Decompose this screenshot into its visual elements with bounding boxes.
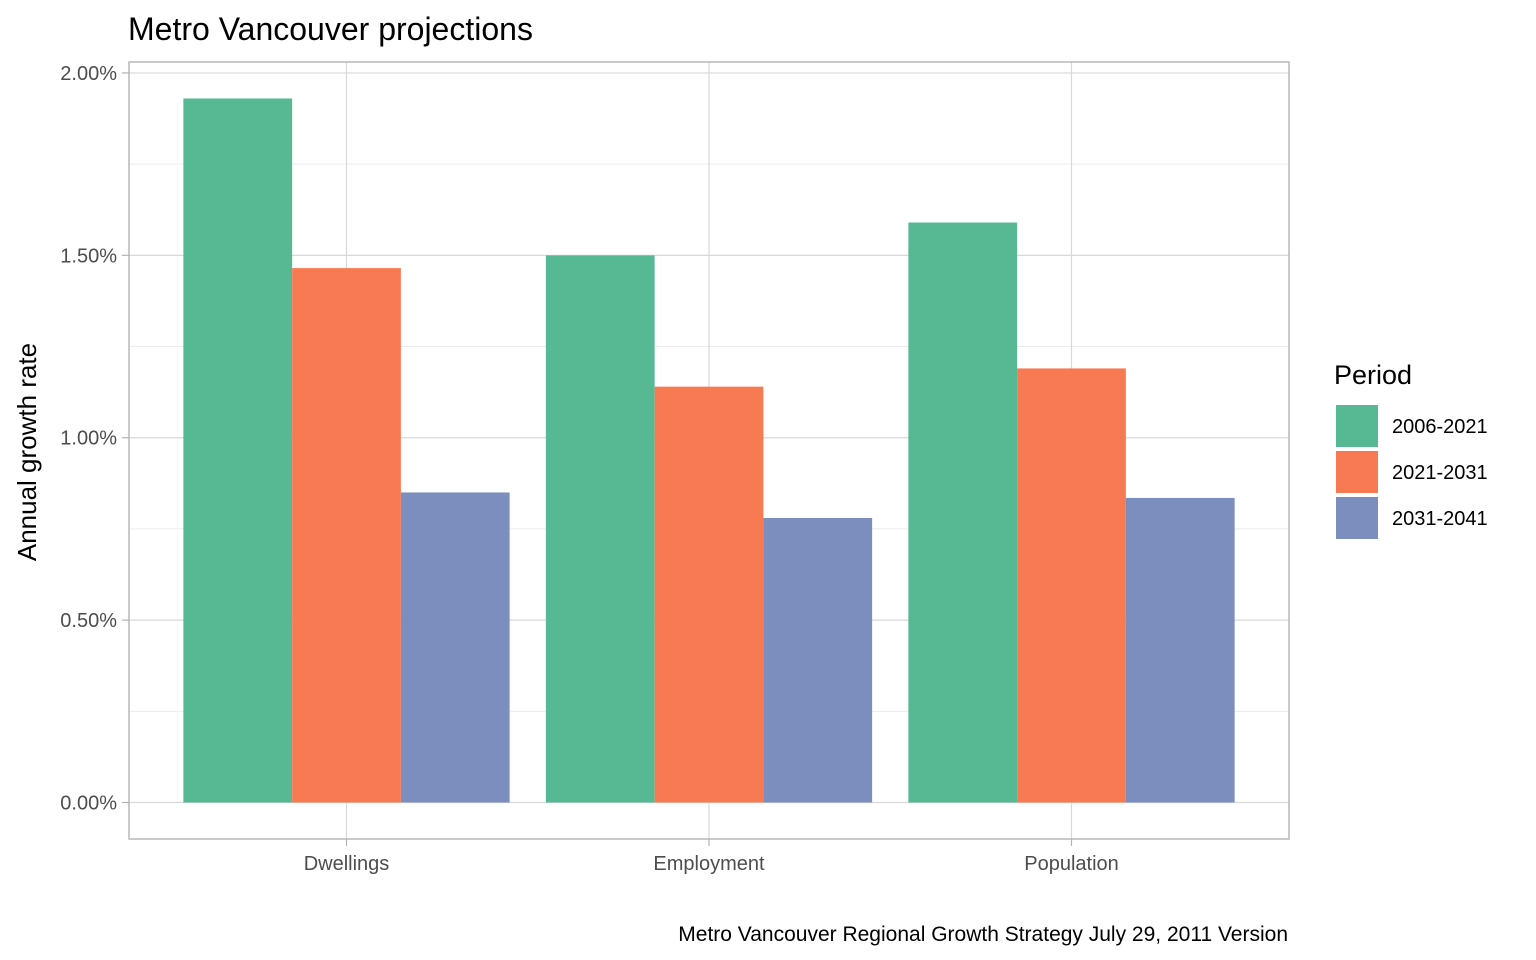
y-tick-label: 1.50% [60, 245, 117, 267]
bar-population-2006-2021 [908, 222, 1018, 803]
y-tick-label: 1.00% [60, 428, 117, 450]
x-tick-label-employment: Employment [653, 853, 765, 875]
chart-caption: Metro Vancouver Regional Growth Strategy… [678, 923, 1288, 946]
legend-label-2021-2031: 2021-2031 [1392, 462, 1488, 484]
legend-key-2031-2041 [1336, 497, 1378, 539]
axes: 0.00% 0.50% 1.00% 1.50% 2.00% Dwellings Employ… [60, 63, 1118, 875]
legend-key-2006-2021 [1336, 405, 1378, 447]
y-axis-title: Annual growth rate [12, 343, 42, 561]
bar-employment-2006-2021 [545, 255, 655, 803]
legend-key-2021-2031 [1336, 451, 1378, 493]
legend-label-2031-2041: 2031-2041 [1392, 508, 1488, 530]
x-tick-label-dwellings: Dwellings [304, 853, 390, 875]
legend-label-2006-2021: 2006-2021 [1392, 416, 1488, 438]
bar-dwellings-2021-2031 [292, 268, 401, 803]
bar-dwellings-2031-2041 [400, 492, 510, 803]
bar-employment-2031-2041 [763, 517, 873, 803]
y-tick-label: 2.00% [60, 63, 117, 85]
bar-population-2031-2041 [1125, 497, 1235, 803]
chart-title: Metro Vancouver projections [128, 11, 533, 47]
bar-employment-2021-2031 [654, 386, 764, 803]
x-tick-label-population: Population [1024, 853, 1119, 875]
bar-dwellings-2006-2021 [183, 98, 293, 803]
y-tick-label: 0.00% [60, 793, 117, 815]
legend-title: Period [1334, 360, 1412, 390]
bar-population-2021-2031 [1017, 368, 1126, 803]
y-tick-label: 0.50% [60, 610, 117, 632]
legend: Period 2006-2021 2021-2031 2031-2041 [1334, 360, 1488, 539]
bars [183, 98, 1235, 803]
